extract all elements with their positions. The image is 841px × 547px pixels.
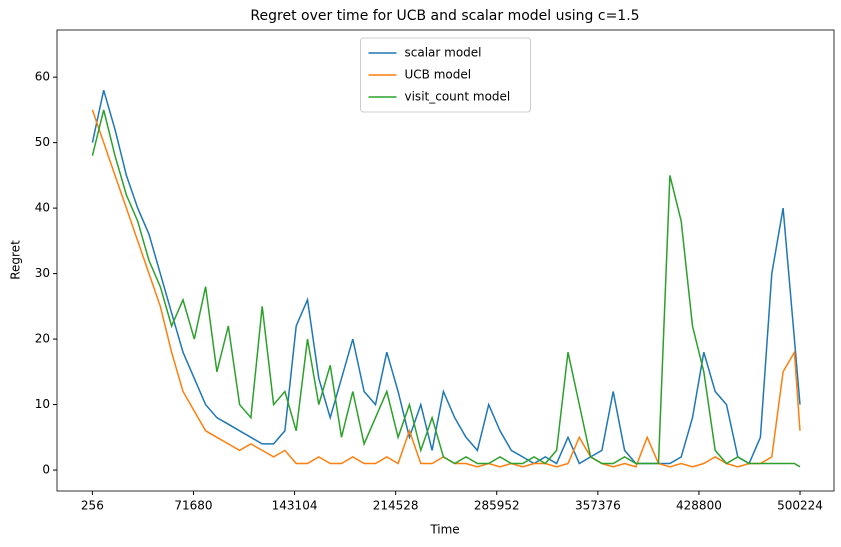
x-tick-label: 71680 — [174, 499, 212, 513]
y-tick-label: 60 — [35, 70, 50, 84]
legend-label: visit_count model — [405, 90, 511, 104]
y-tick-label: 40 — [35, 201, 50, 215]
y-tick-label: 0 — [42, 463, 50, 477]
x-tick-label: 500224 — [777, 499, 823, 513]
y-tick-label: 30 — [35, 266, 50, 280]
x-tick-label: 256 — [81, 499, 104, 513]
legend-label: scalar model — [405, 46, 482, 60]
y-axis-label: Regret — [9, 240, 23, 280]
x-tick-label: 214528 — [373, 499, 419, 513]
chart-title: Regret over time for UCB and scalar mode… — [250, 8, 639, 24]
y-tick-label: 10 — [35, 397, 50, 411]
x-tick-label: 143104 — [272, 499, 318, 513]
x-axis-label: Time — [429, 523, 459, 537]
line-series — [91, 109, 801, 468]
x-tick-label: 357376 — [575, 499, 621, 513]
legend-label: UCB model — [405, 68, 472, 82]
line-series — [91, 89, 801, 465]
x-tick-label: 285952 — [474, 499, 520, 513]
y-tick-label: 50 — [35, 135, 50, 149]
legend-box — [360, 37, 531, 113]
y-tick-label: 20 — [35, 332, 50, 346]
x-tick-label: 428800 — [676, 499, 722, 513]
plot-frame — [56, 29, 835, 492]
